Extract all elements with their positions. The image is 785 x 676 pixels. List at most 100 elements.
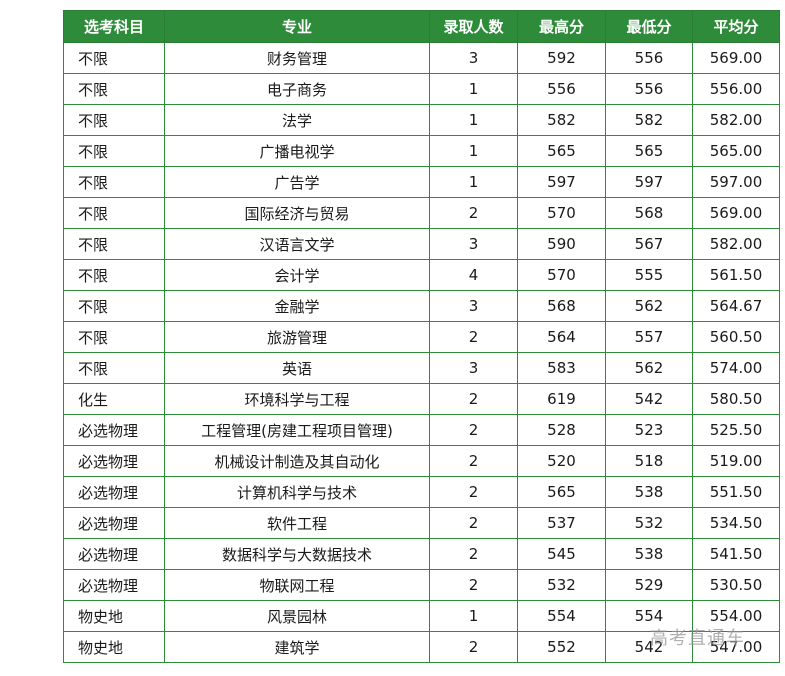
admission-table-container: 选考科目 专业 录取人数 最高分 最低分 平均分 不限 财务管理 3 592 556 56… xyxy=(63,10,780,663)
table-row: 不限 英语 3 583 562 574.00 xyxy=(63,352,780,384)
header-row: 选考科目 专业 录取人数 最高分 最低分 平均分 xyxy=(63,10,780,43)
avg-score-cell: 554.00 xyxy=(692,600,780,632)
major-cell: 物联网工程 xyxy=(164,569,430,601)
table-row: 化生 环境科学与工程 2 619 542 580.50 xyxy=(63,383,780,415)
subject-cell: 必选物理 xyxy=(63,414,165,446)
subject-cell: 不限 xyxy=(63,290,165,322)
major-cell: 旅游管理 xyxy=(164,321,430,353)
major-cell: 机械设计制造及其自动化 xyxy=(164,445,430,477)
major-cell: 金融学 xyxy=(164,290,430,322)
header-subject: 选考科目 xyxy=(63,10,165,43)
max-score-cell: 570 xyxy=(517,259,606,291)
admitted-count-cell: 1 xyxy=(429,104,518,136)
avg-score-cell: 556.00 xyxy=(692,73,780,105)
subject-cell: 不限 xyxy=(63,135,165,167)
admitted-count-cell: 2 xyxy=(429,476,518,508)
min-score-cell: 556 xyxy=(605,73,693,105)
admitted-count-cell: 3 xyxy=(429,42,518,74)
avg-score-cell: 525.50 xyxy=(692,414,780,446)
major-cell: 国际经济与贸易 xyxy=(164,197,430,229)
avg-score-cell: 564.67 xyxy=(692,290,780,322)
subject-cell: 必选物理 xyxy=(63,538,165,570)
subject-cell: 必选物理 xyxy=(63,507,165,539)
avg-score-cell: 561.50 xyxy=(692,259,780,291)
major-cell: 电子商务 xyxy=(164,73,430,105)
max-score-cell: 568 xyxy=(517,290,606,322)
table-row: 不限 国际经济与贸易 2 570 568 569.00 xyxy=(63,197,780,229)
subject-cell: 物史地 xyxy=(63,631,165,663)
table-row: 不限 旅游管理 2 564 557 560.50 xyxy=(63,321,780,353)
admitted-count-cell: 2 xyxy=(429,569,518,601)
min-score-cell: 523 xyxy=(605,414,693,446)
min-score-cell: 542 xyxy=(605,631,693,663)
avg-score-cell: 530.50 xyxy=(692,569,780,601)
max-score-cell: 552 xyxy=(517,631,606,663)
table-row: 必选物理 机械设计制造及其自动化 2 520 518 519.00 xyxy=(63,445,780,477)
subject-cell: 不限 xyxy=(63,259,165,291)
max-score-cell: 564 xyxy=(517,321,606,353)
major-cell: 广播电视学 xyxy=(164,135,430,167)
min-score-cell: 597 xyxy=(605,166,693,198)
major-cell: 工程管理(房建工程项目管理) xyxy=(164,414,430,446)
avg-score-cell: 569.00 xyxy=(692,197,780,229)
max-score-cell: 520 xyxy=(517,445,606,477)
table-row: 不限 法学 1 582 582 582.00 xyxy=(63,104,780,136)
min-score-cell: 555 xyxy=(605,259,693,291)
header-min-score: 最低分 xyxy=(605,10,693,43)
max-score-cell: 597 xyxy=(517,166,606,198)
subject-cell: 不限 xyxy=(63,166,165,198)
min-score-cell: 529 xyxy=(605,569,693,601)
min-score-cell: 538 xyxy=(605,538,693,570)
min-score-cell: 562 xyxy=(605,352,693,384)
major-cell: 广告学 xyxy=(164,166,430,198)
subject-cell: 化生 xyxy=(63,383,165,415)
table-row: 不限 广播电视学 1 565 565 565.00 xyxy=(63,135,780,167)
admitted-count-cell: 3 xyxy=(429,228,518,260)
max-score-cell: 570 xyxy=(517,197,606,229)
table-row: 不限 会计学 4 570 555 561.50 xyxy=(63,259,780,291)
admitted-count-cell: 2 xyxy=(429,631,518,663)
major-cell: 软件工程 xyxy=(164,507,430,539)
max-score-cell: 532 xyxy=(517,569,606,601)
admitted-count-cell: 2 xyxy=(429,538,518,570)
min-score-cell: 565 xyxy=(605,135,693,167)
max-score-cell: 583 xyxy=(517,352,606,384)
max-score-cell: 554 xyxy=(517,600,606,632)
admission-score-table: 选考科目 专业 录取人数 最高分 最低分 平均分 不限 财务管理 3 592 556 56… xyxy=(63,10,780,663)
table-header: 选考科目 专业 录取人数 最高分 最低分 平均分 xyxy=(63,10,780,43)
avg-score-cell: 597.00 xyxy=(692,166,780,198)
max-score-cell: 565 xyxy=(517,476,606,508)
subject-cell: 不限 xyxy=(63,42,165,74)
max-score-cell: 619 xyxy=(517,383,606,415)
admitted-count-cell: 3 xyxy=(429,290,518,322)
subject-cell: 不限 xyxy=(63,73,165,105)
max-score-cell: 582 xyxy=(517,104,606,136)
admitted-count-cell: 2 xyxy=(429,321,518,353)
avg-score-cell: 574.00 xyxy=(692,352,780,384)
table-row: 物史地 风景园林 1 554 554 554.00 xyxy=(63,600,780,632)
major-cell: 环境科学与工程 xyxy=(164,383,430,415)
max-score-cell: 592 xyxy=(517,42,606,74)
admitted-count-cell: 2 xyxy=(429,414,518,446)
major-cell: 计算机科学与技术 xyxy=(164,476,430,508)
avg-score-cell: 582.00 xyxy=(692,104,780,136)
max-score-cell: 537 xyxy=(517,507,606,539)
major-cell: 汉语言文学 xyxy=(164,228,430,260)
max-score-cell: 565 xyxy=(517,135,606,167)
max-score-cell: 556 xyxy=(517,73,606,105)
major-cell: 风景园林 xyxy=(164,600,430,632)
min-score-cell: 532 xyxy=(605,507,693,539)
avg-score-cell: 534.50 xyxy=(692,507,780,539)
subject-cell: 物史地 xyxy=(63,600,165,632)
min-score-cell: 554 xyxy=(605,600,693,632)
header-avg-score: 平均分 xyxy=(692,10,780,43)
subject-cell: 不限 xyxy=(63,197,165,229)
min-score-cell: 556 xyxy=(605,42,693,74)
avg-score-cell: 582.00 xyxy=(692,228,780,260)
admitted-count-cell: 2 xyxy=(429,383,518,415)
table-row: 物史地 建筑学 2 552 542 547.00 xyxy=(63,631,780,663)
min-score-cell: 562 xyxy=(605,290,693,322)
major-cell: 英语 xyxy=(164,352,430,384)
subject-cell: 必选物理 xyxy=(63,476,165,508)
min-score-cell: 557 xyxy=(605,321,693,353)
